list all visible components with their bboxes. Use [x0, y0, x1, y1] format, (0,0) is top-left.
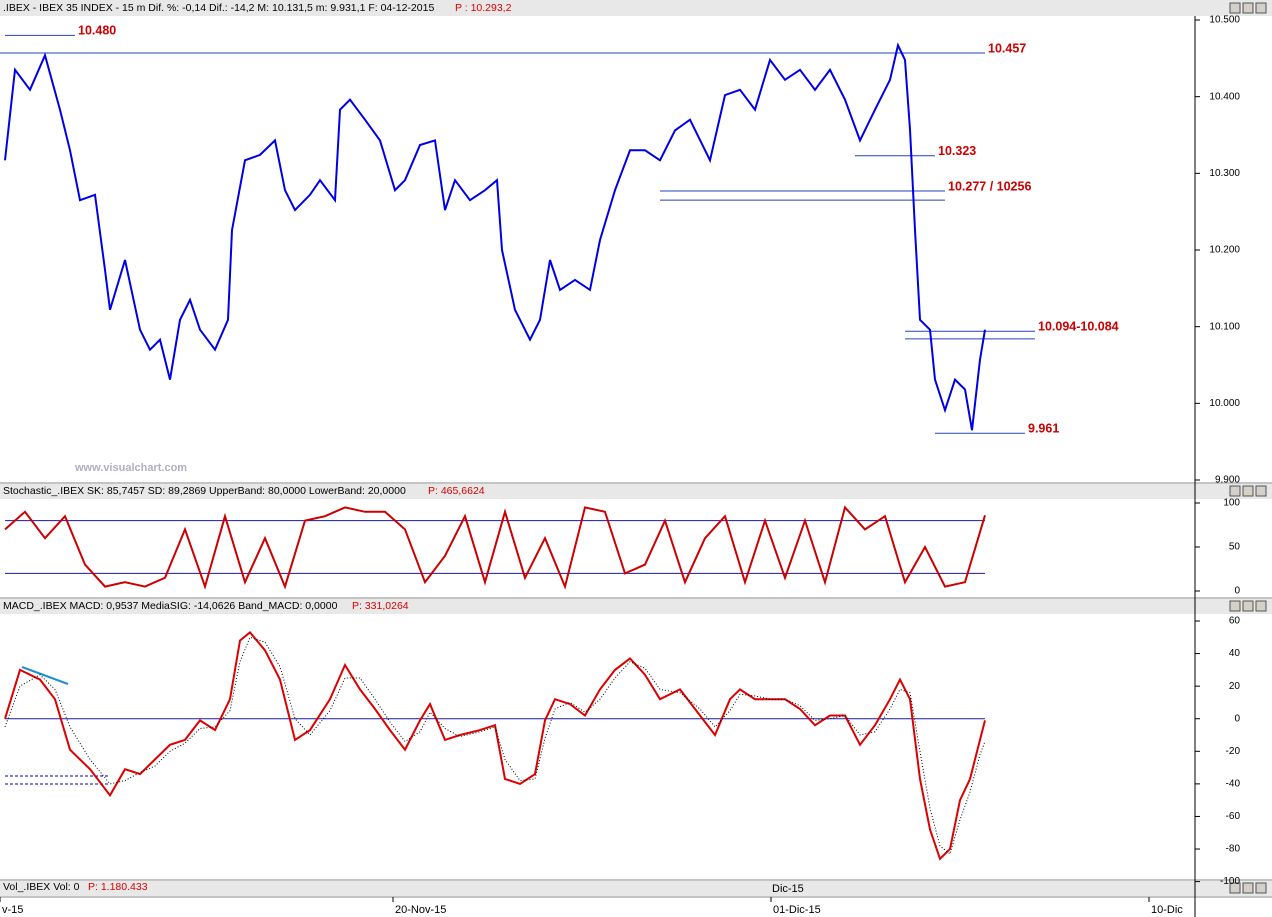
y-tick-label: 10.200: [1209, 245, 1240, 256]
trendline: [21, 666, 69, 685]
y-tick-label: -20: [1226, 746, 1241, 757]
series-line: [4, 636, 986, 855]
x-tick-label: 20-Nov-15: [395, 904, 446, 916]
y-tick-label: 10.100: [1209, 321, 1240, 332]
level-label: 9.961: [1028, 422, 1059, 436]
x-tick-label: 10-Dic: [1151, 904, 1183, 916]
header-bar: [0, 881, 1272, 896]
pane-title: .IBEX - IBEX 35 INDEX - 15 m Dif. %: -0,…: [3, 2, 434, 14]
header-bar: [0, 599, 1272, 614]
header-bar: [0, 484, 1272, 499]
pane-note: P: 1.180.433: [88, 881, 148, 893]
y-tick-label: 50: [1229, 542, 1241, 553]
level-label: 10.094-10.084: [1038, 320, 1119, 334]
y-tick-label: 10.300: [1209, 168, 1240, 179]
x-tick-label: v-15: [2, 904, 23, 916]
y-tick-label: 60: [1229, 616, 1241, 627]
series-line: [4, 505, 986, 590]
pane-title: Stochastic_.IBEX SK: 85,7457 SD: 89,2869…: [3, 485, 406, 497]
y-tick-label: 20: [1229, 681, 1241, 692]
y-tick-label: -40: [1226, 779, 1241, 790]
pane-note: P : 10.293,2: [455, 2, 512, 14]
pane-title: MACD_.IBEX MACD: 0,9537 MediaSIG: -14,06…: [3, 600, 338, 612]
level-label: 10.277 / 10256: [948, 179, 1031, 193]
y-tick-label: 10.400: [1209, 91, 1240, 102]
pane-note: P: 465,6624: [428, 485, 485, 497]
y-tick-label: 40: [1229, 648, 1241, 659]
month-label: Dic-15: [772, 883, 804, 895]
y-tick-label: 10.000: [1209, 398, 1240, 409]
y-tick-label: 9.900: [1215, 475, 1240, 486]
pane-title: Vol_.IBEX Vol: 0: [3, 881, 80, 893]
level-label: 10.480: [78, 24, 116, 38]
y-tick-label: 100: [1223, 498, 1240, 509]
series-line: [4, 631, 986, 861]
level-label: 10.457: [988, 41, 1026, 55]
pane-note: P: 331,0264: [352, 600, 409, 612]
x-tick-label: 01-Dic-15: [773, 904, 821, 916]
y-tick-label: -100: [1220, 876, 1240, 887]
header-bar: [0, 0, 1272, 16]
level-label: 10.323: [938, 144, 976, 158]
y-tick-label: 0: [1234, 713, 1240, 724]
window-buttons[interactable]: [1229, 2, 1267, 894]
y-tick-label: -80: [1226, 844, 1241, 855]
y-tick-label: -60: [1226, 811, 1241, 822]
watermark: www.visualchart.com: [74, 462, 187, 474]
y-tick-label: 10.500: [1209, 15, 1240, 26]
y-tick-label: 0: [1234, 586, 1240, 597]
series-line: [4, 42, 986, 431]
